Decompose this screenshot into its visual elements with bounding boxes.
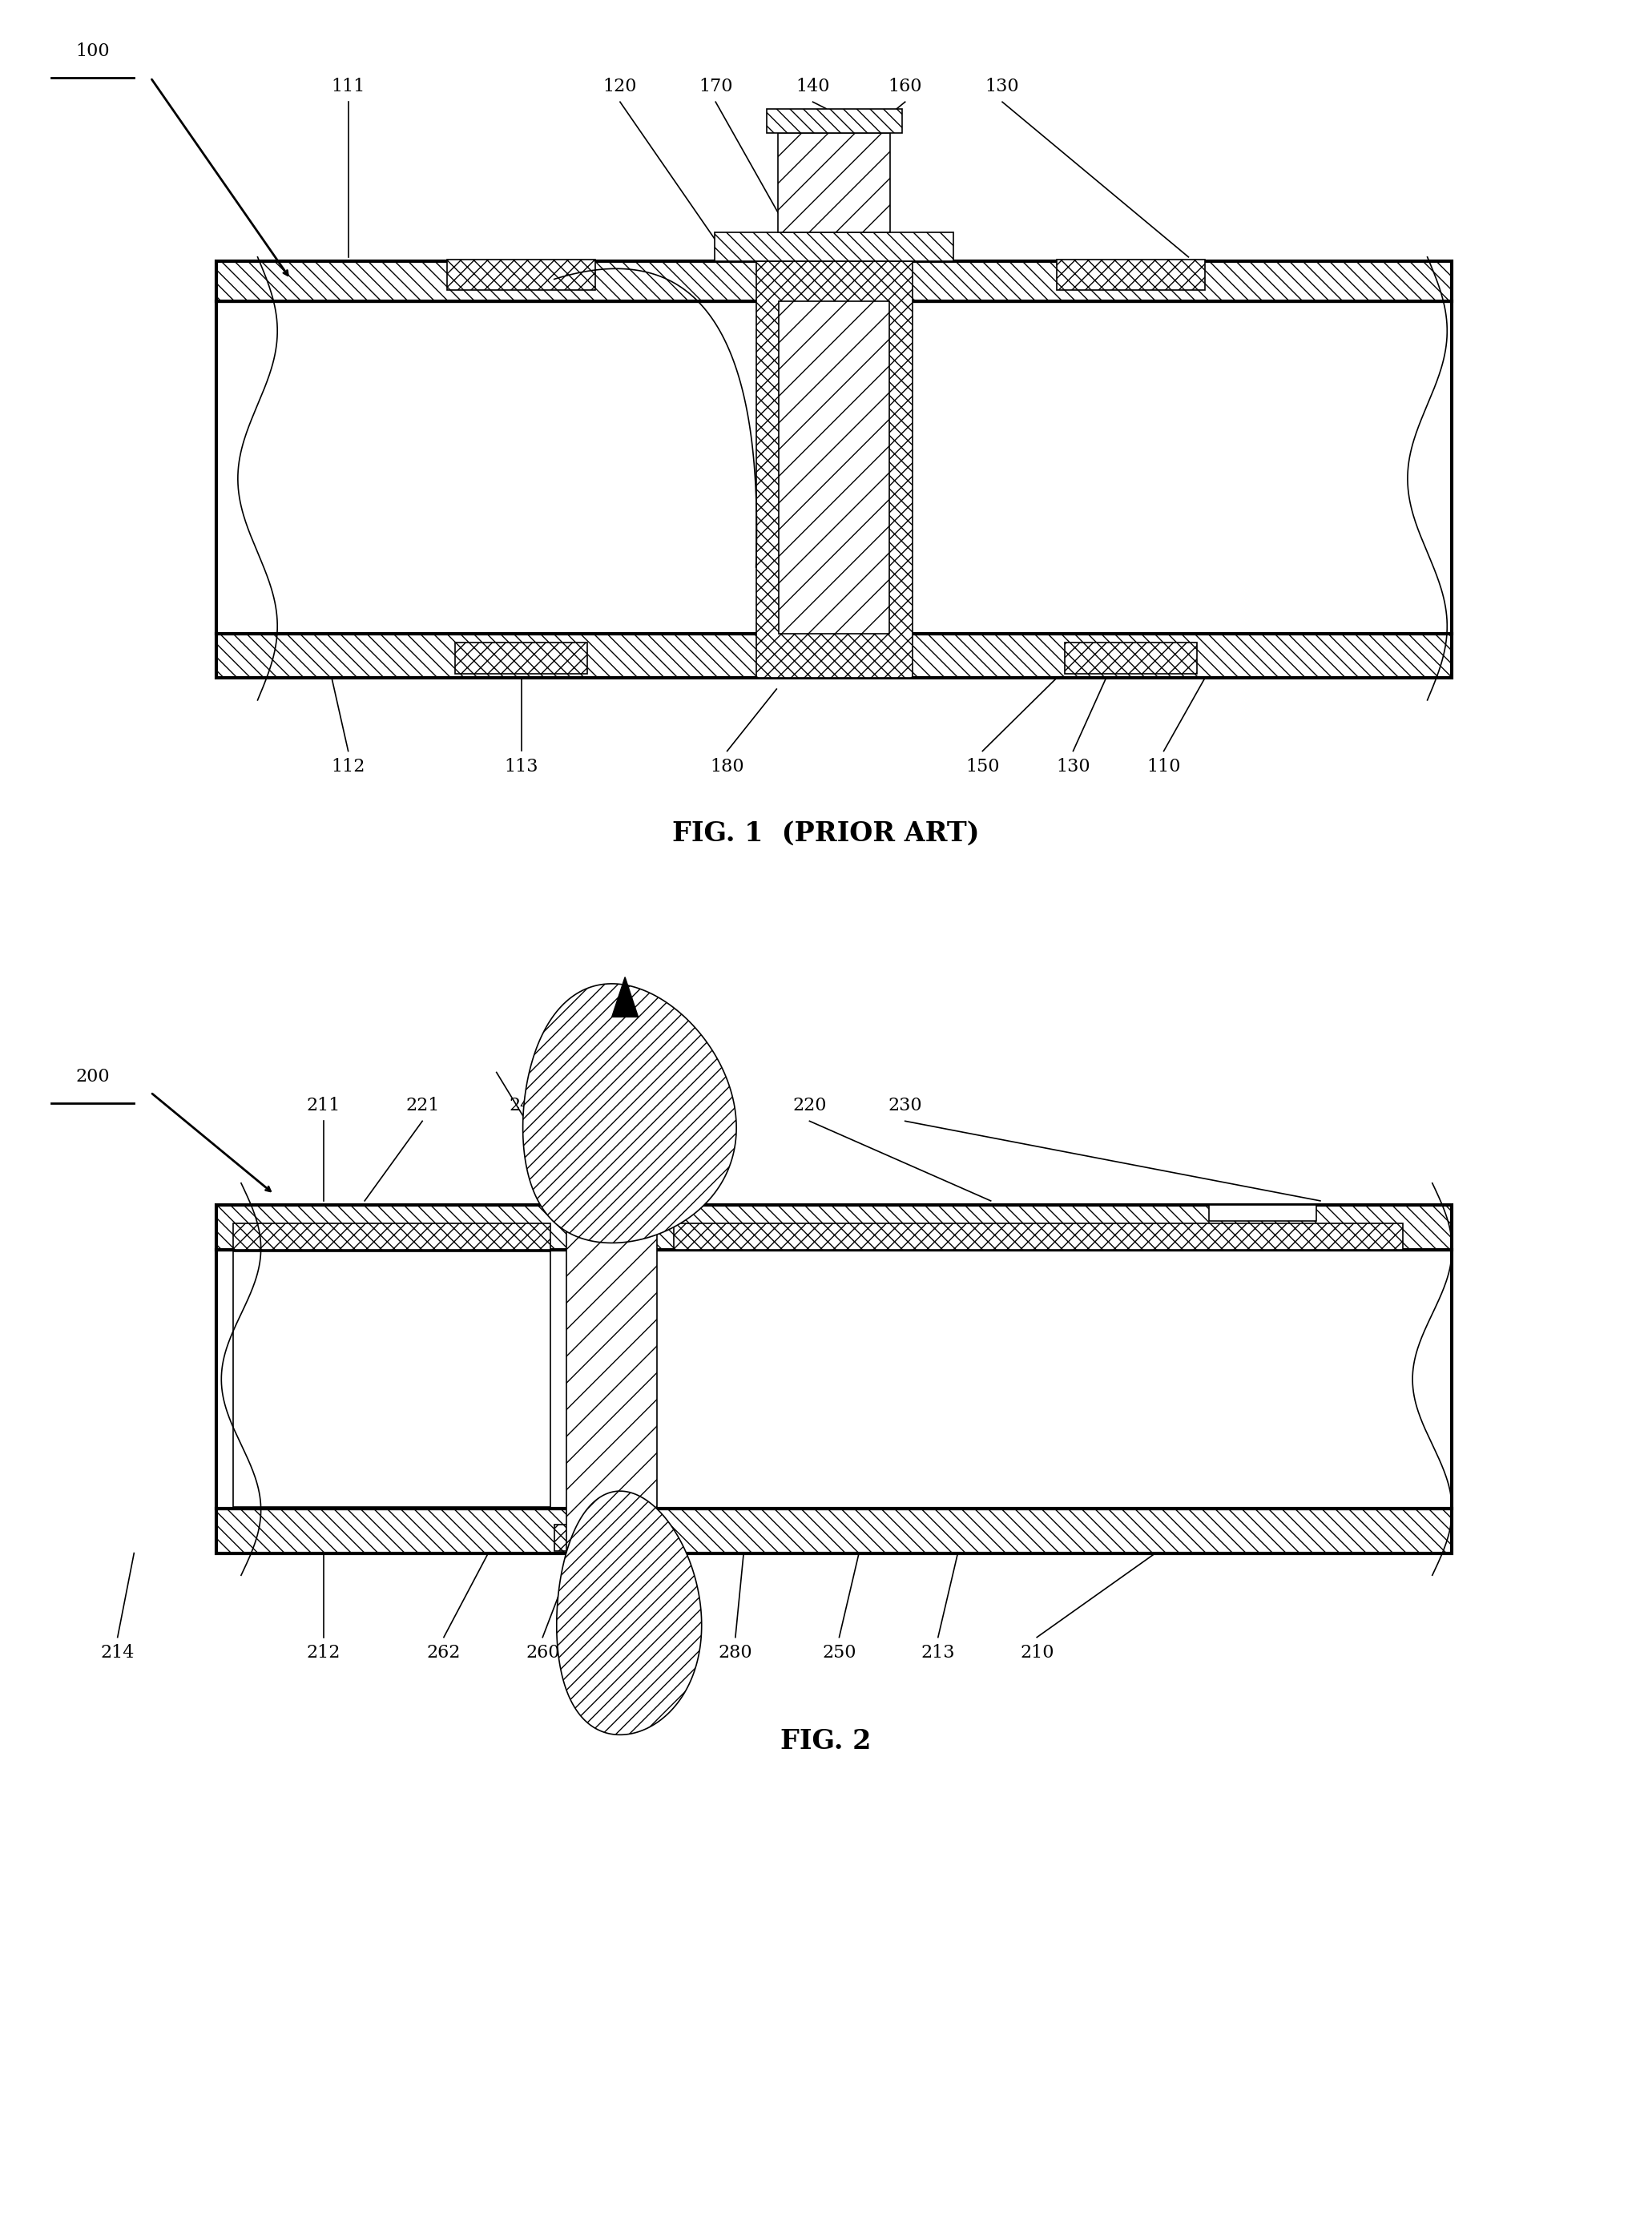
Bar <box>233 1252 550 1507</box>
Bar <box>715 233 953 262</box>
Text: 113: 113 <box>504 757 539 775</box>
Text: 111: 111 <box>332 78 365 95</box>
Text: 220: 220 <box>793 1097 826 1114</box>
Text: 250: 250 <box>823 1645 856 1661</box>
Text: FIG. 2: FIG. 2 <box>781 1727 871 1754</box>
Text: 140: 140 <box>796 78 829 95</box>
Text: 100: 100 <box>76 42 111 60</box>
Bar <box>216 302 1452 633</box>
Text: 160: 160 <box>889 78 922 95</box>
Bar <box>216 262 1452 302</box>
Text: 180: 180 <box>710 757 743 775</box>
Bar <box>216 1205 1452 1250</box>
Bar <box>674 1223 1403 1250</box>
Text: 214: 214 <box>101 1645 134 1661</box>
Text: 200: 200 <box>76 1068 111 1086</box>
Text: 130: 130 <box>985 78 1019 95</box>
Bar <box>1066 642 1196 673</box>
Text: 112: 112 <box>332 757 365 775</box>
Text: 221: 221 <box>405 1097 439 1114</box>
Bar <box>216 633 1452 677</box>
Text: 212: 212 <box>307 1645 340 1661</box>
Polygon shape <box>557 1492 702 1734</box>
Bar <box>767 109 902 133</box>
Polygon shape <box>524 983 737 1243</box>
Bar <box>778 133 890 233</box>
Bar <box>448 260 595 291</box>
Bar <box>216 1250 1452 1510</box>
Bar <box>567 1183 657 1565</box>
Text: 110: 110 <box>1146 757 1181 775</box>
Bar <box>1209 1205 1317 1221</box>
Text: FIG. 1  (PRIOR ART): FIG. 1 (PRIOR ART) <box>672 819 980 846</box>
Text: 150: 150 <box>965 757 999 775</box>
Text: 231: 231 <box>697 1097 730 1114</box>
Text: 230: 230 <box>889 1097 922 1114</box>
Polygon shape <box>611 977 638 1017</box>
Bar <box>553 1525 669 1552</box>
Text: 211: 211 <box>307 1097 340 1114</box>
Bar <box>778 133 890 233</box>
Bar <box>780 302 889 633</box>
Text: 262: 262 <box>426 1645 461 1661</box>
Text: 170: 170 <box>699 78 732 95</box>
Text: 213: 213 <box>922 1645 955 1661</box>
Text: 120: 120 <box>603 78 638 95</box>
Bar <box>456 642 586 673</box>
Bar <box>216 1510 1452 1554</box>
Text: 280: 280 <box>719 1645 752 1661</box>
Text: 260: 260 <box>525 1645 560 1661</box>
Text: 261: 261 <box>603 1097 638 1114</box>
Text: 240: 240 <box>509 1097 544 1114</box>
Text: 210: 210 <box>1019 1645 1054 1661</box>
Bar <box>233 1223 550 1250</box>
Bar <box>1057 260 1204 291</box>
Text: 130: 130 <box>1056 757 1090 775</box>
Bar <box>757 262 912 677</box>
Text: 270: 270 <box>624 1645 659 1661</box>
